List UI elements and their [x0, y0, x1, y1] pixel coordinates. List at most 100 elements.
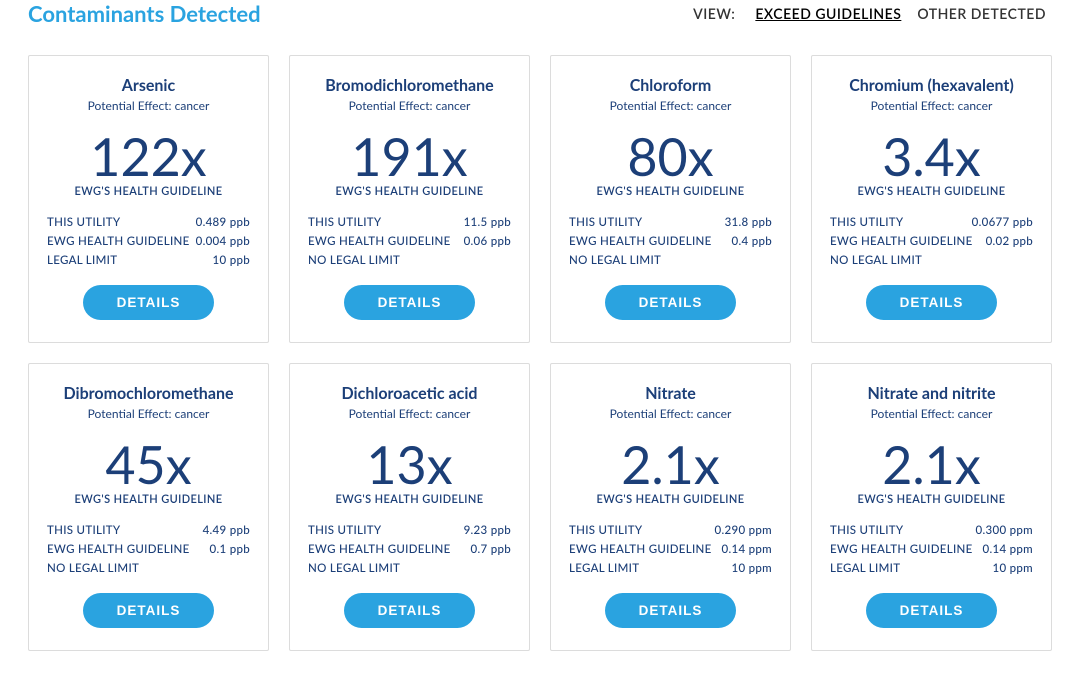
stat-this-utility: THIS UTILITY11.5 ppb	[308, 216, 511, 229]
contaminant-card: Chloroform Potential Effect: cancer 80x EWG…	[550, 55, 791, 343]
stats-block: THIS UTILITY 0.0677 ppb EWG HEALTH GUIDELI…	[830, 216, 1033, 267]
stat-label: NO LEGAL LIMIT	[308, 254, 400, 267]
stat-ewg-guideline: EWG HEALTH GUIDELINE 0.4 ppb	[569, 235, 772, 248]
multiplier-value: 13x	[308, 439, 511, 491]
stat-value: 0.300 ppm	[976, 524, 1033, 537]
guideline-sublabel: EWG'S HEALTH GUIDELINE	[830, 493, 1033, 506]
stats-block: THIS UTILITY4.49 ppb EWG HEALTH GUIDELINE…	[47, 524, 250, 575]
stats-block: THIS UTILITY31.8 ppb EWG HEALTH GUIDELINE…	[569, 216, 772, 267]
stat-no-legal-limit: NO LEGAL LIMIT	[308, 562, 511, 575]
contaminant-effect: Potential Effect: cancer	[308, 406, 511, 421]
contaminant-name: Nitrate	[569, 384, 772, 403]
details-button[interactable]: DETAILS	[866, 593, 998, 628]
multiplier-value: 122x	[47, 131, 250, 183]
stats-block: THIS UTILITY 0.290 ppmEWG HEALTH GUIDELIN…	[569, 524, 772, 575]
contaminant-name: Chloroform	[569, 76, 772, 95]
stat-label: THIS UTILITY	[569, 524, 642, 537]
stat-no-legal-limit: NO LEGAL LIMIT	[47, 562, 250, 575]
stat-label: EWG HEALTH GUIDELINE	[569, 235, 712, 248]
stat-no-legal-limit: NO LEGAL LIMIT	[569, 254, 772, 267]
contaminant-name: Bromodichloromethane	[308, 76, 511, 95]
stat-label: EWG HEALTH GUIDELINE	[830, 543, 973, 556]
stat-value: 10 ppb	[213, 254, 250, 267]
guideline-sublabel: EWG'S HEALTH GUIDELINE	[47, 185, 250, 198]
stat-label: EWG HEALTH GUIDELINE	[308, 235, 451, 248]
contaminant-effect: Potential Effect: cancer	[569, 98, 772, 113]
contaminant-card: Chromium (hexavalent)Potential Effect: c…	[811, 55, 1052, 343]
stat-value: 9.23 ppb	[464, 524, 511, 537]
stat-value: 0.4 ppb	[732, 235, 772, 248]
stat-this-utility: THIS UTILITY 0.0677 ppb	[830, 216, 1033, 229]
header-row: Contaminants Detected VIEW: EXCEED GUIDE…	[28, 0, 1052, 27]
stat-this-utility: THIS UTILITY4.49 ppb	[47, 524, 250, 537]
contaminant-name: Dichloroacetic acid	[308, 384, 511, 403]
stat-value: 10 ppm	[732, 562, 773, 575]
guideline-sublabel: EWG'S HEALTH GUIDELINE	[308, 493, 511, 506]
guideline-sublabel: EWG'S HEALTH GUIDELINE	[569, 185, 772, 198]
contaminant-effect: Potential Effect: cancer	[47, 98, 250, 113]
stat-label: EWG HEALTH GUIDELINE	[569, 543, 712, 556]
stat-label: NO LEGAL LIMIT	[830, 254, 922, 267]
stat-legal-limit: LEGAL LIMIT 10 ppm	[569, 562, 772, 575]
stat-label: THIS UTILITY	[569, 216, 642, 229]
tab-exceed-guidelines[interactable]: EXCEED GUIDELINES	[755, 5, 901, 22]
details-button[interactable]: DETAILS	[344, 593, 476, 628]
guideline-sublabel: EWG'S HEALTH GUIDELINE	[569, 493, 772, 506]
multiplier-value: 80x	[569, 131, 772, 183]
stat-value: 0.004 ppb	[196, 235, 250, 248]
stat-this-utility: THIS UTILITY9.23 ppb	[308, 524, 511, 537]
stat-legal-limit: LEGAL LIMIT 10 ppm	[830, 562, 1033, 575]
stat-ewg-guideline: EWG HEALTH GUIDELINE0.7 ppb	[308, 543, 511, 556]
stat-this-utility: THIS UTILITY31.8 ppb	[569, 216, 772, 229]
view-label: VIEW:	[693, 5, 735, 22]
stat-value: 0.14 ppm	[722, 543, 772, 556]
contaminant-name: Chromium (hexavalent)	[830, 76, 1033, 95]
stat-label: THIS UTILITY	[47, 216, 120, 229]
stat-legal-limit: LEGAL LIMIT10 ppb	[47, 254, 250, 267]
stat-label: THIS UTILITY	[308, 216, 381, 229]
stat-value: 0.290 ppm	[715, 524, 772, 537]
stat-ewg-guideline: EWG HEALTH GUIDELINE0.004 ppb	[47, 235, 250, 248]
contaminant-card: Dichloroacetic acid Potential Effect: can…	[289, 363, 530, 651]
multiplier-value: 2.1x	[569, 439, 772, 491]
details-button[interactable]: DETAILS	[83, 593, 215, 628]
stat-value: 0.7 ppb	[471, 543, 511, 556]
multiplier-value: 2.1x	[830, 439, 1033, 491]
contaminant-effect: Potential Effect: cancer	[47, 406, 250, 421]
cards-grid: ArsenicPotential Effect: cancer122xEWG'S…	[28, 55, 1052, 651]
details-button[interactable]: DETAILS	[83, 285, 215, 320]
stat-label: EWG HEALTH GUIDELINE	[830, 235, 973, 248]
stat-value: 0.02 ppb	[986, 235, 1033, 248]
stat-ewg-guideline: EWG HEALTH GUIDELINE 0.06 ppb	[308, 235, 511, 248]
details-button[interactable]: DETAILS	[605, 285, 737, 320]
multiplier-value: 191x	[308, 131, 511, 183]
stat-ewg-guideline: EWG HEALTH GUIDELINE 0.1 ppb	[47, 543, 250, 556]
stats-block: THIS UTILITY0.489 ppb EWG HEALTH GUIDELIN…	[47, 216, 250, 267]
contaminant-effect: Potential Effect: cancer	[308, 98, 511, 113]
view-toggle: VIEW: EXCEED GUIDELINES OTHER DETECTED	[693, 5, 1052, 22]
contaminant-effect: Potential Effect: cancer	[569, 406, 772, 421]
stat-value: 0.06 ppb	[464, 235, 511, 248]
tab-other-detected[interactable]: OTHER DETECTED	[917, 5, 1046, 22]
contaminant-card: Nitrate Potential Effect: cancer 2.1x EWG'S…	[550, 363, 791, 651]
stats-block: THIS UTILITY11.5 ppb EWG HEALTH GUIDELINE…	[308, 216, 511, 267]
details-button[interactable]: DETAILS	[344, 285, 476, 320]
stat-label: THIS UTILITY	[830, 216, 903, 229]
stat-value: 10 ppm	[993, 562, 1034, 575]
stat-ewg-guideline: EWG HEALTH GUIDELINE 0.14 ppm	[830, 543, 1033, 556]
stat-value: 0.14 ppm	[983, 543, 1033, 556]
stat-label: NO LEGAL LIMIT	[569, 254, 661, 267]
page-title: Contaminants Detected	[28, 0, 261, 27]
contaminant-card: DibromochloromethanePotential Effect: ca…	[28, 363, 269, 651]
stats-block: THIS UTILITY9.23 ppb EWG HEALTH GUIDELINE…	[308, 524, 511, 575]
stat-label: LEGAL LIMIT	[569, 562, 639, 575]
details-button[interactable]: DETAILS	[866, 285, 998, 320]
stat-value: 0.0677 ppb	[972, 216, 1033, 229]
stat-label: LEGAL LIMIT	[830, 562, 900, 575]
stat-value: 4.49 ppb	[203, 524, 250, 537]
details-button[interactable]: DETAILS	[605, 593, 737, 628]
stat-this-utility: THIS UTILITY0.489 ppb	[47, 216, 250, 229]
stat-label: EWG HEALTH GUIDELINE	[47, 543, 190, 556]
stat-no-legal-limit: NO LEGAL LIMIT	[308, 254, 511, 267]
stat-value: 0.1 ppb	[210, 543, 250, 556]
